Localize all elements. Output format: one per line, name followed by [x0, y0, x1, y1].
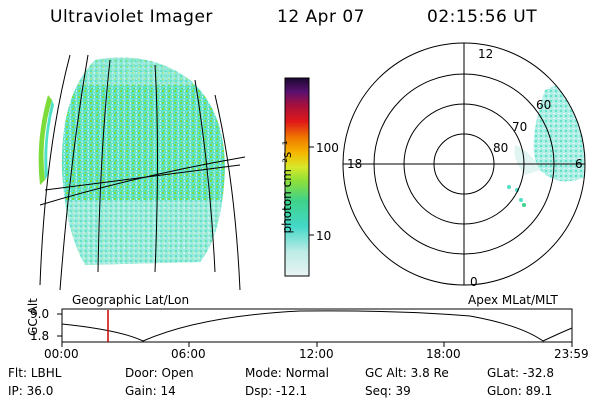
colorbar-tick-100: 100 — [316, 141, 339, 155]
left-panel-caption: Geographic Lat/Lon — [72, 293, 190, 307]
altitude-xtick-2359: 23:59 — [554, 347, 589, 361]
altitude-ytick-9: 9.0 — [30, 307, 50, 321]
lat-label-80: 80 — [493, 141, 509, 155]
altitude-xtick-1800: 18:00 — [426, 347, 461, 361]
mlt-label-12: 12 — [478, 47, 494, 61]
footer-flt: Flt: LBHL — [8, 366, 62, 380]
colorbar-tick-10: 10 — [316, 229, 332, 243]
mlt-label-6: 6 — [575, 157, 583, 171]
time-label: 02:15:56 UT — [427, 7, 538, 27]
lat-label-70: 70 — [512, 120, 528, 134]
instrument-title: Ultraviolet Imager — [50, 7, 213, 27]
footer-glat: GLat: -32.8 — [487, 366, 554, 380]
mlt-label-18: 18 — [347, 157, 363, 171]
footer-seq: Seq: 39 — [365, 384, 411, 398]
footer-glon: GLon: 89.1 — [487, 384, 553, 398]
altitude-xtick-0600: 06:00 — [171, 347, 206, 361]
date-label: 12 Apr 07 — [277, 7, 365, 27]
lat-label-60: 60 — [536, 98, 552, 112]
footer-door: Door: Open — [125, 366, 194, 380]
mlt-label-0: 0 — [470, 275, 478, 289]
altitude-xtick-0000: 00:00 — [44, 347, 79, 361]
footer-gain: Gain: 14 — [125, 384, 176, 398]
footer-dsp: Dsp: -12.1 — [245, 384, 308, 398]
footer-mode: Mode: Normal — [245, 366, 329, 380]
polar-caption: Apex MLat/MLT — [468, 293, 558, 307]
altitude-ytick-1-8: 1.8 — [30, 329, 50, 343]
altitude-xtick-1200: 12:00 — [299, 347, 334, 361]
footer-gc-alt: GC Alt: 3.8 Re — [365, 366, 449, 380]
footer-ip: IP: 36.0 — [8, 384, 54, 398]
